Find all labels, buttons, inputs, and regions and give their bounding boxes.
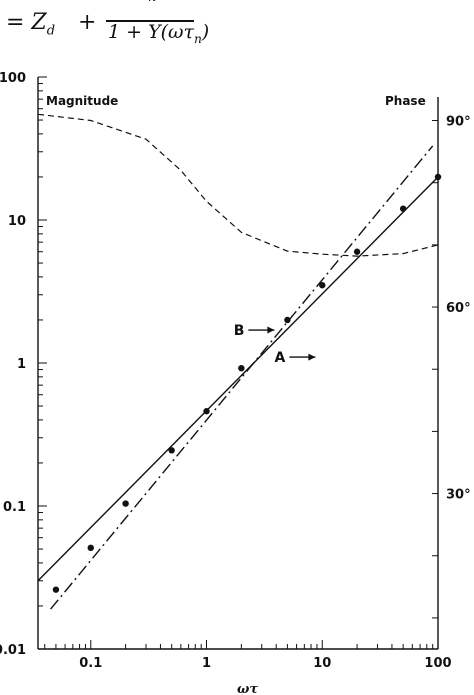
data-point <box>319 281 326 289</box>
y-tick-label: 100 <box>0 71 26 86</box>
y-tick-label: 10 <box>8 214 26 229</box>
y-tick-label: 0.1 <box>3 500 26 515</box>
x-tick-label: 1 <box>202 656 211 671</box>
formula-numerator-fragment: n <box>148 0 156 5</box>
series-b-line <box>50 145 434 610</box>
data-point <box>284 316 291 324</box>
formula-plus: + <box>78 10 97 35</box>
formula-fraction-bar <box>106 20 194 22</box>
formula: = Zd + n 1 + Y(ωτn) <box>0 0 474 50</box>
phase-curve <box>37 113 439 257</box>
right-axis-title: Phase <box>385 94 426 108</box>
series-a-line <box>37 176 439 582</box>
x-axis-title: ωτ <box>237 682 258 695</box>
y-tick-label: 1 <box>17 357 26 372</box>
phase-tick-label: 60° <box>446 301 471 316</box>
data-point <box>87 544 94 552</box>
formula-lhs-sub: d <box>46 23 56 39</box>
data-point <box>203 408 210 415</box>
x-tick-label: 10 <box>313 656 331 671</box>
data-point <box>168 447 175 454</box>
y-tick-label: 0.01 <box>0 643 26 658</box>
chart-axes <box>37 76 439 650</box>
left-axis-title: Magnitude <box>46 94 118 108</box>
annotation-arrow-head <box>308 353 316 361</box>
annotation-arrow-head <box>267 326 275 334</box>
formula-denominator: 1 + Y(ωτn) <box>108 21 210 46</box>
data-point <box>52 586 60 593</box>
annotation-label-b: B <box>234 323 245 339</box>
data-point <box>122 500 129 507</box>
data-point <box>353 248 361 255</box>
chart-labels: 0.1 1 10 100 0.01 0.1 1 10 100 90° 60° 30° B A <box>0 71 471 671</box>
phase-tick-label: 90° <box>446 115 471 130</box>
formula-denominator-sub: n <box>194 31 202 46</box>
formula-lhs: = Zd <box>6 10 56 39</box>
x-tick-label: 0.1 <box>79 656 102 671</box>
chart-series <box>37 113 442 610</box>
phase-tick-label: 30° <box>446 488 471 503</box>
x-tick-label: 100 <box>424 656 451 671</box>
data-point <box>434 173 442 181</box>
annotation-label-a: A <box>275 350 286 366</box>
data-point <box>399 205 407 212</box>
data-point <box>238 364 245 372</box>
